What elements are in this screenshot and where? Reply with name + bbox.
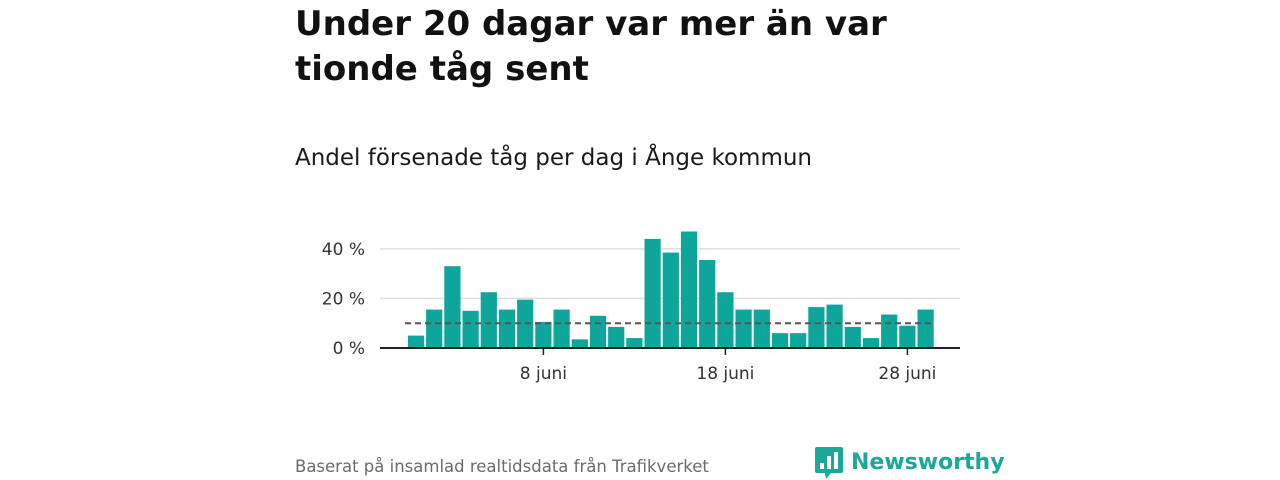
newsworthy-logo-icon <box>815 447 843 479</box>
bar <box>426 309 443 348</box>
bar <box>407 335 425 348</box>
bars <box>407 231 934 348</box>
bar <box>826 304 843 348</box>
bar <box>917 309 934 348</box>
bar <box>480 292 497 348</box>
bar <box>862 338 880 348</box>
bar <box>444 266 461 348</box>
bar <box>717 292 734 348</box>
bar <box>553 309 570 348</box>
bar <box>790 333 807 348</box>
bar <box>589 315 607 348</box>
bar <box>626 338 643 348</box>
axes: 0 % 20 % 40 % 8 juni 18 juni 28 juni <box>322 240 960 384</box>
x-tick-label: 28 juni <box>878 364 936 384</box>
bar <box>881 314 898 348</box>
y-tick-label: 20 % <box>322 289 365 309</box>
bar <box>608 326 625 348</box>
bar <box>808 307 825 348</box>
bar <box>899 325 916 348</box>
y-tick-label: 40 % <box>322 240 365 260</box>
bar <box>662 252 679 348</box>
bar <box>735 309 752 348</box>
x-tick-label: 18 juni <box>696 364 754 384</box>
x-tick-label: 8 juni <box>520 364 567 384</box>
bar <box>844 326 861 348</box>
bar <box>644 238 661 348</box>
brand-name: Newsworthy <box>851 450 1005 475</box>
bar <box>753 309 770 348</box>
bar <box>462 310 479 348</box>
bar <box>680 231 698 348</box>
bar <box>771 333 789 348</box>
chart-subtitle: Andel försenade tåg per dag i Ånge kommu… <box>295 145 813 171</box>
brand-logo: Newsworthy <box>814 446 1005 480</box>
y-tick-label: 0 % <box>333 339 365 359</box>
bar <box>535 321 552 348</box>
bar <box>571 339 588 348</box>
bar <box>498 309 516 348</box>
bar <box>699 259 716 348</box>
source-note: Baserat på insamlad realtidsdata från Tr… <box>295 457 709 476</box>
chart-title: Under 20 dagar var mer än var tionde tåg… <box>295 4 887 89</box>
bar-chart: 0 % 20 % 40 % 8 juni 18 juni 28 juni <box>322 231 960 384</box>
